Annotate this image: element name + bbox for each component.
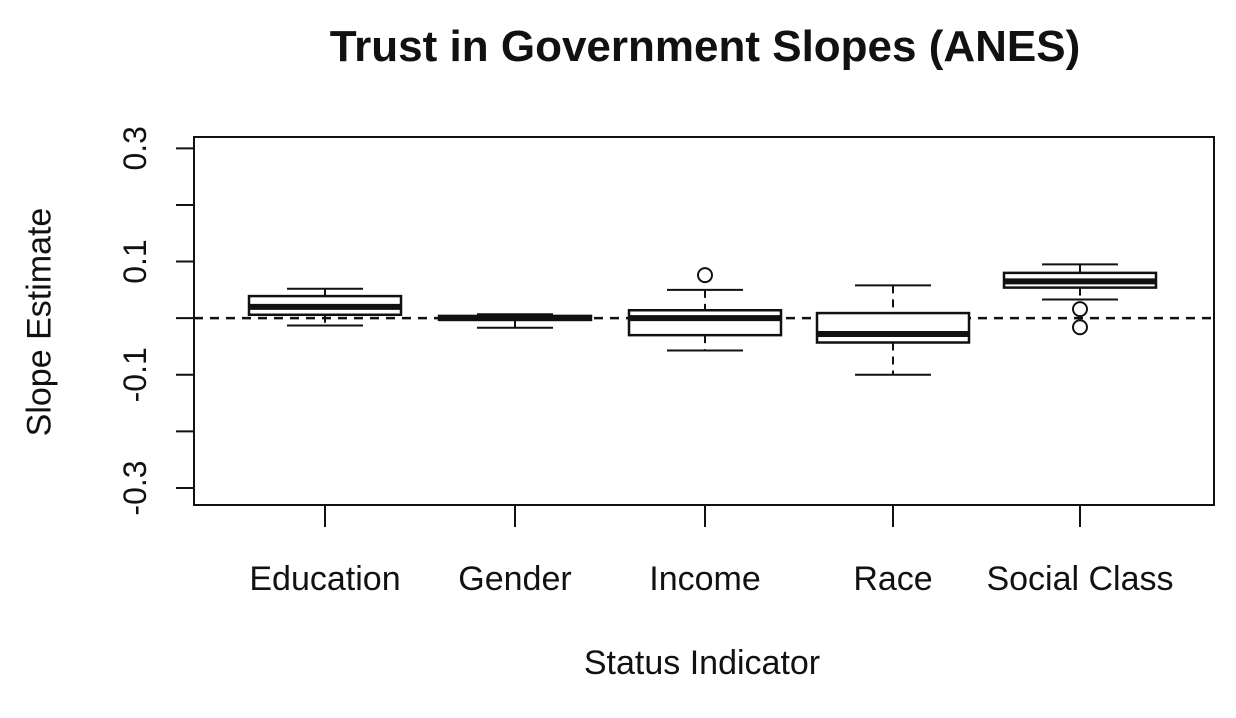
- outlier-point: [697, 267, 713, 284]
- y-tick-label: 0.1: [117, 239, 153, 283]
- box-gender: [437, 313, 593, 329]
- x-axis: Education Gender Income Race Social Class: [249, 505, 1174, 598]
- y-tick-label: 0.3: [117, 126, 153, 170]
- y-tick-label: -0.3: [117, 460, 153, 515]
- x-tick-label: Social Class: [986, 560, 1173, 598]
- outlier-point: [1072, 301, 1088, 318]
- box-iqr: [815, 311, 971, 344]
- x-tick-label: Gender: [458, 560, 571, 598]
- y-axis: -0.3 -0.1 0.1 0.3: [117, 126, 194, 516]
- box-income: [627, 267, 783, 352]
- x-tick-label: Education: [249, 560, 400, 598]
- outlier-point: [1072, 319, 1088, 336]
- x-tick-label: Income: [649, 560, 761, 598]
- y-tick-label: -0.1: [117, 347, 153, 402]
- boxes-group: [247, 263, 1158, 376]
- chart-title: Trust in Government Slopes (ANES): [329, 22, 1081, 71]
- box-iqr: [627, 308, 783, 337]
- box-education: [247, 287, 403, 327]
- box-social-class: [1002, 263, 1158, 336]
- y-axis-label: Slope Estimate: [20, 207, 59, 437]
- x-axis-label: Status Indicator: [583, 644, 821, 682]
- box-race: [815, 284, 971, 376]
- x-tick-label: Race: [853, 560, 932, 598]
